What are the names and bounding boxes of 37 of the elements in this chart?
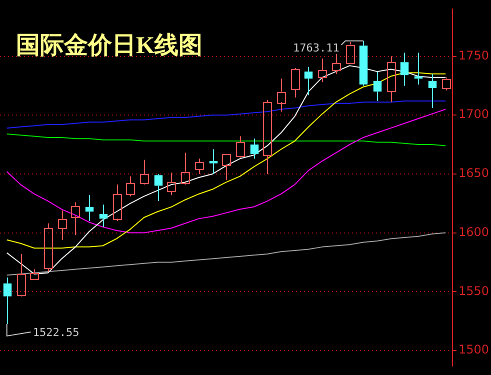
- y-tick-label: 1500: [458, 342, 490, 357]
- candlestick: [222, 154, 231, 180]
- candlestick: [17, 253, 26, 297]
- candlestick: [85, 194, 94, 222]
- candlestick: [195, 158, 204, 174]
- candlestick: [250, 138, 259, 160]
- candlestick: [291, 68, 300, 98]
- candlestick: [71, 202, 80, 236]
- candlestick: [346, 42, 355, 64]
- candlestick: [167, 172, 176, 196]
- y-tick-label: 1550: [458, 284, 490, 298]
- candlestick: [99, 204, 108, 228]
- candlestick: [30, 268, 39, 280]
- candlestick: [387, 56, 396, 103]
- candlestick: [209, 148, 218, 174]
- candlestick: [154, 173, 163, 202]
- candlestick: [373, 71, 382, 102]
- text: 国际金价日K线图: [16, 32, 203, 61]
- candlestick: [428, 73, 437, 109]
- candlestick: [126, 176, 135, 197]
- y-tick-label: 1600: [458, 224, 490, 239]
- candlestick: [3, 277, 12, 324]
- candlestick: [304, 66, 313, 96]
- candlestick: [400, 52, 409, 86]
- candlestick: [332, 53, 341, 74]
- annotation: 1763.11: [292, 42, 340, 55]
- candlestick: [181, 152, 190, 186]
- candlestick: [113, 184, 122, 222]
- annotation: 1522.55: [32, 326, 80, 339]
- y-tick-label: 1750: [458, 48, 490, 62]
- candlestick: [318, 58, 327, 83]
- y-tick-label: 1700: [458, 107, 490, 122]
- candlestick: [140, 159, 149, 186]
- candlestick: [277, 78, 286, 112]
- candlestick: [58, 210, 67, 240]
- candlestick: [263, 99, 272, 174]
- y-tick-label: 1650: [458, 166, 490, 180]
